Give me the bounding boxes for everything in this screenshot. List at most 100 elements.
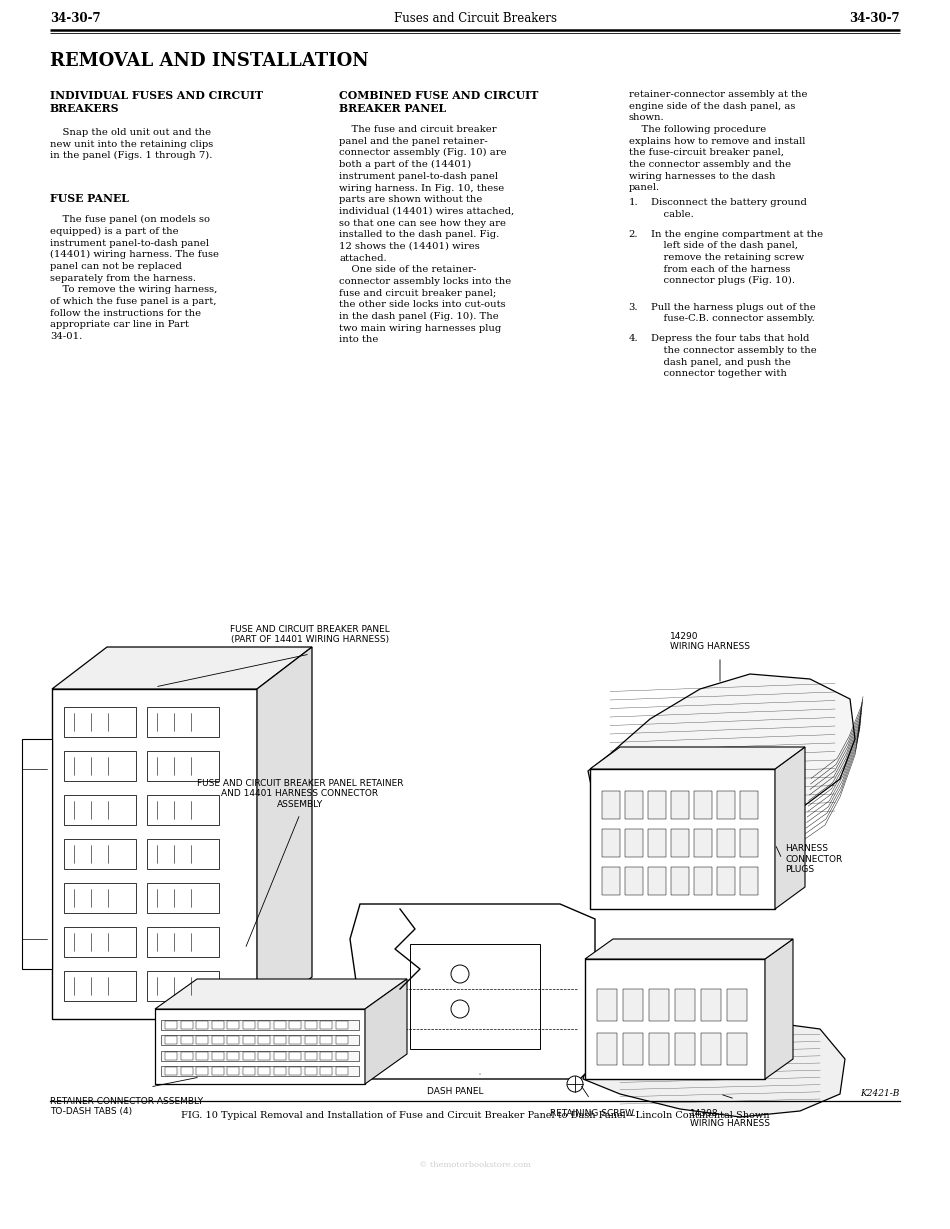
Text: Depress the four tabs that hold
    the connector assembly to the
    dash panel: Depress the four tabs that hold the conn… — [651, 334, 816, 379]
Polygon shape — [585, 939, 793, 959]
Bar — [180, 1052, 193, 1059]
Text: FUSE AND CIRCUIT BREAKER PANEL RETAINER
AND 14401 HARNESS CONNECTOR
ASSEMBLY: FUSE AND CIRCUIT BREAKER PANEL RETAINER … — [197, 779, 403, 809]
Bar — [180, 1067, 193, 1075]
Circle shape — [451, 965, 469, 983]
Bar — [335, 1067, 348, 1075]
Bar — [701, 1034, 721, 1066]
Bar — [242, 1036, 255, 1043]
Bar — [590, 769, 775, 909]
Text: © themotorbookstore.com: © themotorbookstore.com — [419, 1161, 531, 1169]
Text: 1.: 1. — [629, 198, 638, 206]
Bar — [227, 1036, 239, 1043]
Bar — [320, 1036, 332, 1043]
Bar — [165, 1067, 177, 1075]
Text: 2.: 2. — [629, 230, 638, 238]
Bar — [597, 989, 617, 1021]
Bar — [147, 795, 219, 825]
Polygon shape — [583, 1021, 845, 1117]
Polygon shape — [52, 646, 312, 689]
Bar — [227, 1052, 239, 1059]
Bar — [717, 866, 735, 895]
Text: The fuse panel (on models so
equipped) is a part of the
instrument panel-to-dash: The fuse panel (on models so equipped) i… — [50, 215, 219, 342]
Bar — [52, 689, 257, 1019]
Bar — [147, 882, 219, 913]
Bar — [289, 1067, 301, 1075]
Bar — [649, 1034, 669, 1066]
Bar — [675, 989, 695, 1021]
Bar — [648, 866, 666, 895]
Bar — [335, 1052, 348, 1059]
Bar — [648, 791, 666, 819]
Bar — [305, 1020, 316, 1029]
Text: 34-30-7: 34-30-7 — [50, 12, 101, 25]
Bar — [196, 1036, 208, 1043]
Bar — [335, 1020, 348, 1029]
Polygon shape — [380, 1054, 612, 1077]
Text: DASH PANEL: DASH PANEL — [427, 1086, 484, 1096]
Bar — [161, 1051, 359, 1061]
Bar — [147, 927, 219, 957]
Bar — [212, 1020, 223, 1029]
Bar — [161, 1020, 359, 1030]
Text: 14398
WIRING HARNESS: 14398 WIRING HARNESS — [690, 1109, 770, 1128]
Text: 14290
WIRING HARNESS: 14290 WIRING HARNESS — [670, 632, 750, 651]
Bar — [320, 1052, 332, 1059]
Bar — [227, 1020, 239, 1029]
Text: FUSE PANEL: FUSE PANEL — [50, 193, 129, 204]
Bar — [64, 839, 136, 869]
Bar — [64, 707, 136, 737]
Bar — [289, 1020, 301, 1029]
Bar — [602, 830, 620, 857]
Bar — [147, 839, 219, 869]
Bar — [212, 1052, 223, 1059]
Bar — [694, 830, 712, 857]
Bar — [701, 989, 721, 1021]
Bar — [289, 1036, 301, 1043]
Bar — [212, 1036, 223, 1043]
Bar — [305, 1052, 316, 1059]
Bar — [585, 959, 765, 1079]
Bar — [740, 866, 758, 895]
Bar — [258, 1036, 270, 1043]
Bar — [740, 830, 758, 857]
Bar — [274, 1036, 286, 1043]
Bar — [727, 989, 747, 1021]
Bar — [147, 707, 219, 737]
Text: FUSE AND CIRCUIT BREAKER PANEL
(PART OF 14401 WIRING HARNESS): FUSE AND CIRCUIT BREAKER PANEL (PART OF … — [230, 624, 390, 644]
Text: 34-30-7: 34-30-7 — [849, 12, 900, 25]
Bar — [147, 971, 219, 1000]
Bar — [242, 1052, 255, 1059]
Bar — [227, 1067, 239, 1075]
Bar — [64, 971, 136, 1000]
Bar — [602, 791, 620, 819]
Bar — [242, 1067, 255, 1075]
Bar — [155, 1009, 365, 1084]
Bar — [675, 1034, 695, 1066]
Polygon shape — [588, 673, 855, 839]
Bar — [274, 1067, 286, 1075]
Bar — [64, 882, 136, 913]
Bar — [305, 1067, 316, 1075]
Text: 3.: 3. — [629, 302, 638, 312]
Bar — [165, 1036, 177, 1043]
Bar — [625, 866, 643, 895]
Text: REMOVAL AND INSTALLATION: REMOVAL AND INSTALLATION — [50, 52, 369, 70]
Bar — [196, 1020, 208, 1029]
Bar — [602, 866, 620, 895]
Bar — [258, 1052, 270, 1059]
Bar — [289, 1052, 301, 1059]
Bar — [671, 866, 689, 895]
Bar — [625, 791, 643, 819]
Polygon shape — [765, 939, 793, 1079]
Circle shape — [451, 1000, 469, 1018]
Text: Disconnect the battery ground
    cable.: Disconnect the battery ground cable. — [651, 198, 807, 219]
Text: RETAINING SCREW: RETAINING SCREW — [550, 1109, 634, 1118]
Polygon shape — [350, 905, 595, 1079]
Text: COMBINED FUSE AND CIRCUIT
BREAKER PANEL: COMBINED FUSE AND CIRCUIT BREAKER PANEL — [339, 90, 539, 114]
Bar — [64, 927, 136, 957]
Text: Fuses and Circuit Breakers: Fuses and Circuit Breakers — [393, 12, 557, 25]
Bar — [740, 791, 758, 819]
Bar — [305, 1036, 316, 1043]
Bar — [717, 830, 735, 857]
Bar — [165, 1052, 177, 1059]
